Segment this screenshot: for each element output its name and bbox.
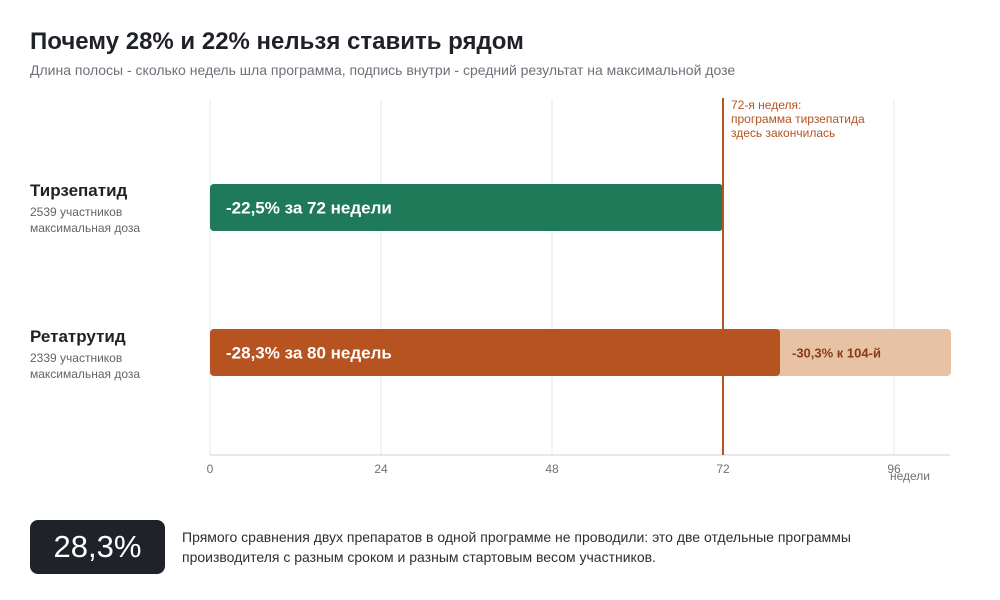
reference-line-label-2: здесь закончилась xyxy=(731,126,835,140)
reference-line-label-0: 72-я неделя: xyxy=(731,98,801,112)
bar-label-0: -22,5% за 72 недели xyxy=(226,199,392,218)
x-tick-label-48: 48 xyxy=(545,462,559,476)
reference-line-label-1: программа тирзепатида xyxy=(731,112,865,126)
x-axis-label: недели xyxy=(890,469,930,483)
participants-retatrutide: 2339 участников xyxy=(30,351,123,365)
dose-retatrutide: максимальная доза xyxy=(30,367,141,381)
bar-extension-label-1: -30,3% к 104-й xyxy=(792,346,881,361)
x-tick-label-72: 72 xyxy=(716,462,730,476)
bar-0 xyxy=(210,184,723,231)
x-tick-label-96: 96 xyxy=(887,462,901,476)
chart-title: Почему 28% и 22% нельзя ставить рядом xyxy=(30,28,524,55)
x-tick-label-24: 24 xyxy=(374,462,388,476)
chart-subtitle: Длина полосы - сколько недель шла програ… xyxy=(30,62,736,78)
bar-extension-1 xyxy=(774,329,951,376)
kpi-badge: 28,3% xyxy=(30,520,165,574)
row-label-tirzepatide: Тирзепатид 2539 участников максимальная … xyxy=(30,181,205,236)
drug-name-tirzepatide: Тирзепатид xyxy=(30,181,128,200)
participants-tirzepatide: 2539 участников xyxy=(30,205,123,219)
bar-label-1: -28,3% за 80 недель xyxy=(226,344,392,363)
bar-1 xyxy=(210,329,780,376)
dose-tirzepatide: максимальная доза xyxy=(30,221,141,235)
drug-name-retatrutide: Ретатрутид xyxy=(30,327,126,346)
x-tick-label-0: 0 xyxy=(207,462,214,476)
footnote: Прямого сравнения двух препаратов в одно… xyxy=(182,529,851,565)
row-label-retatrutide: Ретатрутид 2339 участников максимальная … xyxy=(30,327,205,382)
